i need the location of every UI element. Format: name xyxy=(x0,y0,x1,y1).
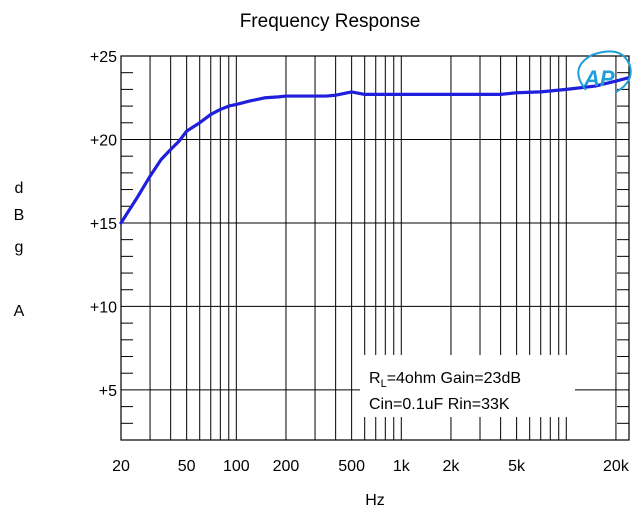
x-tick-label: 20 xyxy=(112,458,130,475)
ap-logo-swoosh xyxy=(577,50,632,93)
y-axis-label-letter: d xyxy=(15,180,24,197)
x-tick-labels: 20 50 100 200 500 1k 2k 5k 20k xyxy=(112,458,630,475)
plot-frame xyxy=(120,55,630,441)
annotation-line-2: Cin=0.1uF Rin=33K xyxy=(369,396,510,413)
y-tick-label: +15 xyxy=(90,216,117,233)
y-tick-label: +20 xyxy=(90,132,117,149)
y-axis-label-letter: B xyxy=(14,207,25,224)
annotation-r-subscript: L xyxy=(381,378,387,390)
annotation-line-1: RL=4ohm Gain=23dB xyxy=(369,370,521,390)
y-axis-label: dBg A xyxy=(14,180,25,320)
x-tick-label: 50 xyxy=(178,458,196,475)
chart-title: Frequency Response xyxy=(240,11,421,32)
y-axis-label-letter: A xyxy=(14,303,25,320)
y-axis-label-letter: g xyxy=(15,239,24,256)
x-tick-label: 100 xyxy=(223,458,250,475)
y-tick-label: +25 xyxy=(90,49,117,66)
ap-logo-text: AP xyxy=(583,66,615,91)
annotation: RL=4ohm Gain=23dB Cin=0.1uF Rin=33K xyxy=(360,355,575,417)
x-tick-label: 500 xyxy=(338,458,365,475)
y-tick-labels: +25 +20 +15 +10 +5 xyxy=(90,49,117,400)
x-tick-label: 2k xyxy=(443,458,461,475)
x-axis-label: Hz xyxy=(365,492,385,509)
y-tick-label: +5 xyxy=(99,383,117,400)
y-minor-ticks xyxy=(121,72,629,441)
annotation-line-1-rest: =4ohm Gain=23dB xyxy=(387,370,521,387)
annotation-r-prefix: R xyxy=(369,370,381,387)
y-tick-label: +10 xyxy=(90,299,117,316)
x-tick-label: 1k xyxy=(393,458,411,475)
ap-logo: AP xyxy=(577,50,632,93)
x-tick-label: 20k xyxy=(603,458,630,475)
x-tick-label: 200 xyxy=(273,458,300,475)
annotation-box xyxy=(360,355,575,417)
x-tick-label: 5k xyxy=(508,458,526,475)
series-line xyxy=(119,76,631,225)
